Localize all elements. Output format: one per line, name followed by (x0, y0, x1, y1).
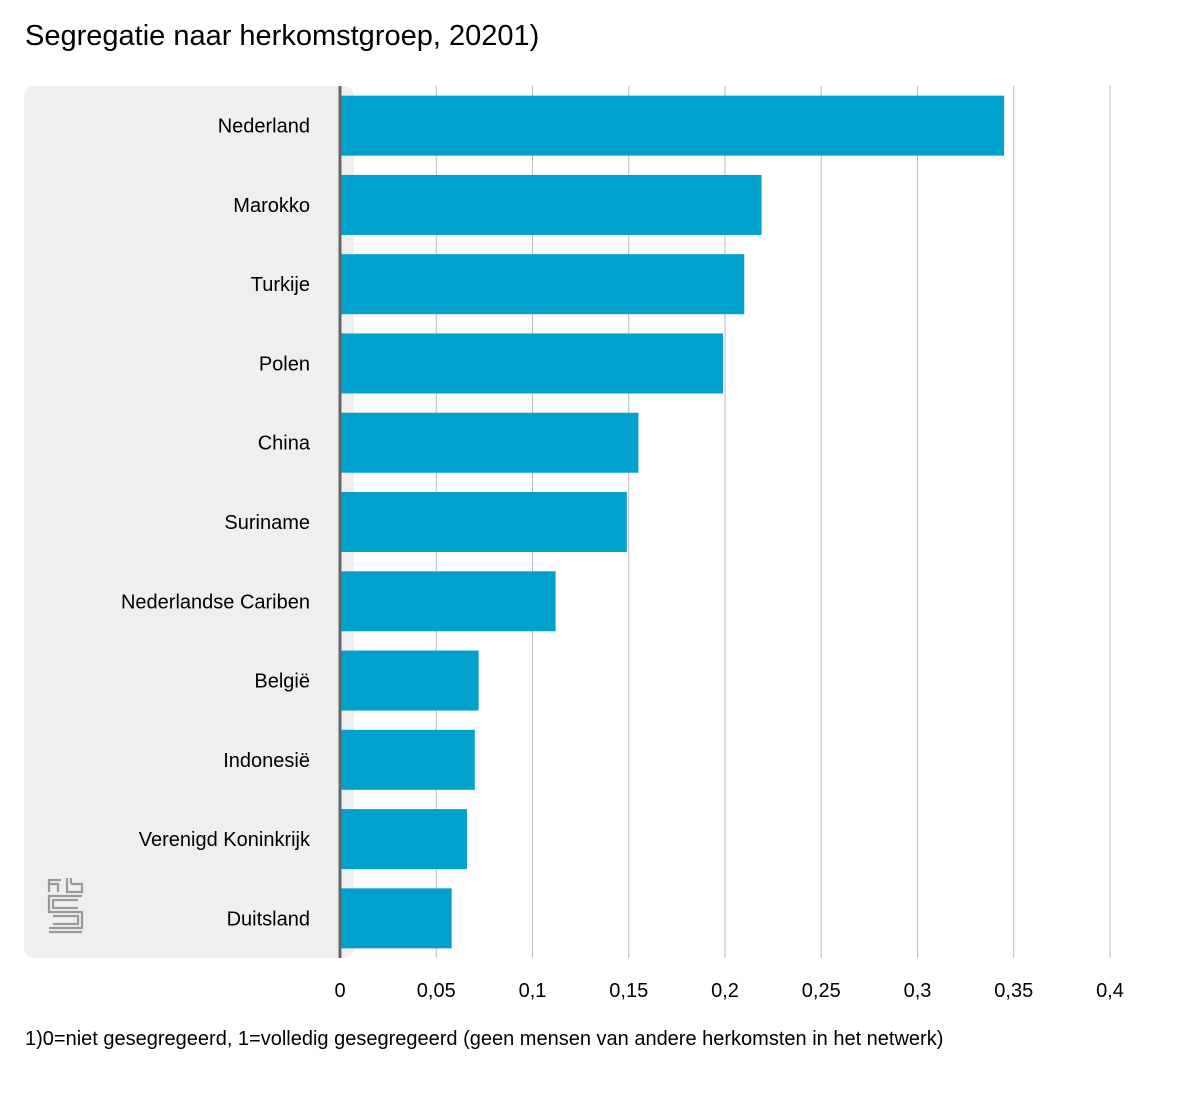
x-tick-label: 0,05 (417, 980, 456, 1002)
category-label: Verenigd Koninkrijk (139, 829, 311, 851)
category-label: Suriname (224, 512, 310, 534)
bar-3 (340, 254, 745, 315)
category-label: Turkije (251, 274, 310, 296)
x-tick-label: 0 (334, 980, 345, 1002)
x-tick-label: 0,1 (519, 980, 547, 1002)
bar-5 (340, 412, 639, 473)
x-tick-label: 0,2 (711, 980, 739, 1002)
bar-9 (340, 729, 475, 790)
bar-7 (340, 571, 556, 632)
x-tick-label: 0,3 (904, 980, 932, 1002)
category-label: Nederland (218, 116, 310, 138)
bar-10 (340, 809, 468, 870)
footnote: 1)0=niet gesegregeerd, 1=volledig gesegr… (25, 1028, 944, 1050)
bar-2 (340, 174, 762, 235)
bar-11 (340, 888, 452, 949)
x-tick-label: 0,15 (609, 980, 648, 1002)
cbs-logo-icon (47, 878, 84, 934)
category-label: Duitsland (227, 908, 310, 930)
x-tick-label: 0,4 (1096, 980, 1124, 1002)
category-label: China (258, 433, 311, 455)
chart-title: Segregatie naar herkomstgroep, 20201) (25, 20, 540, 52)
x-tick-label: 0,25 (802, 980, 841, 1002)
category-label: Nederlandse Cariben (121, 591, 310, 613)
category-label: Polen (259, 353, 310, 375)
category-label: Marokko (233, 195, 310, 217)
category-labels: Nederland Marokko Turkije Polen China Surinam… (121, 116, 311, 931)
bar-1 (340, 95, 1005, 156)
bars (340, 95, 1005, 949)
bar-chart: Nederland Marokko Turkije Polen China Surinam… (24, 86, 1124, 1002)
x-tick-label: 0,35 (994, 980, 1033, 1002)
bar-8 (340, 650, 479, 711)
category-label: Indonesië (223, 750, 310, 772)
bar-6 (340, 492, 627, 552)
x-axis-tick-labels: 0 0,05 0,1 0,15 0,2 0,25 0,3 0,35 0,4 (334, 980, 1123, 1002)
category-label: België (254, 671, 310, 693)
category-label-panel (24, 86, 354, 958)
bar-4 (340, 333, 724, 394)
